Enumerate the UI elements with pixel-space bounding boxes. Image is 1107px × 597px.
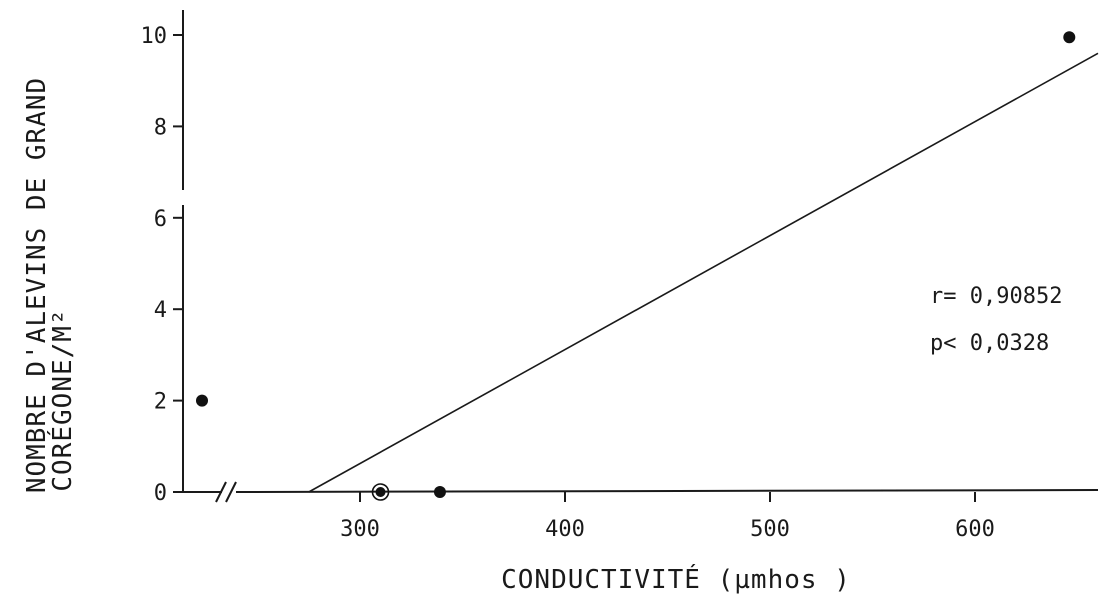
y-tick-label: 2 [154, 390, 167, 415]
x-tick-label: 400 [545, 517, 585, 542]
x-axis-ticks: 300 400 500 600 [340, 492, 995, 542]
data-point-ring [371, 483, 390, 501]
axis-break-mark-1 [215, 481, 227, 503]
data-points [196, 31, 1076, 501]
x-axis-line-right [235, 489, 1099, 493]
correlation-annotation: r= 0,90852 [930, 284, 1062, 309]
axis-break-mark-2 [225, 481, 237, 503]
y-tick-label: 4 [154, 298, 167, 323]
y-tick-label: 0 [154, 481, 167, 506]
y-tick-label: 6 [154, 207, 167, 232]
y-tick-label: 8 [154, 115, 167, 140]
y-axis-ticks: 0 2 4 6 8 10 [141, 24, 183, 506]
y-tick-label: 10 [141, 24, 168, 49]
x-tick-label: 500 [750, 517, 790, 542]
data-point [196, 394, 208, 407]
data-point [433, 486, 446, 498]
y-axis-title-line1: NOMBRE D'ALEVINS DE GRAND [22, 77, 52, 493]
data-point [375, 487, 386, 497]
x-axis-title: CONDUCTIVITÉ (µmhos ) [501, 563, 851, 595]
regression-line [308, 52, 1099, 493]
x-tick-label: 300 [340, 517, 380, 542]
regression-line-group [308, 52, 1099, 493]
p-value-annotation: p< 0,0328 [930, 331, 1049, 356]
x-tick-label: 600 [955, 517, 995, 542]
data-point [1063, 31, 1076, 44]
y-axis-title-line2: CORÉGONE/M² [46, 308, 78, 491]
